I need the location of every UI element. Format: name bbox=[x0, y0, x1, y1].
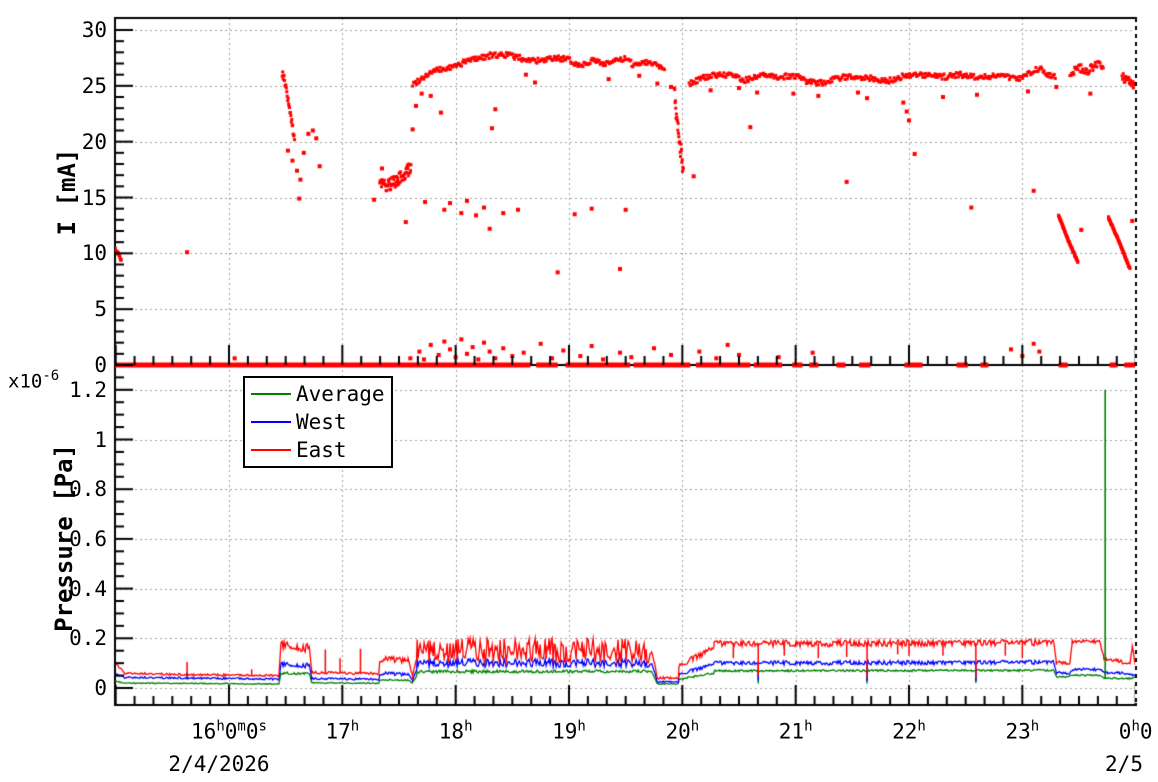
date-label-start: 2/4/2026 bbox=[168, 752, 270, 776]
west-line-sample bbox=[251, 421, 291, 423]
x-tick-label: 23h bbox=[1005, 718, 1040, 744]
bottom-y-tick-label: 1.2 bbox=[69, 377, 107, 402]
x-tick-label: 18h bbox=[438, 718, 473, 744]
east-line-sample bbox=[251, 449, 291, 451]
bottom-y-tick-label: 0 bbox=[94, 676, 107, 700]
legend-entry-west: West bbox=[251, 409, 391, 435]
legend-box: Average West East bbox=[243, 376, 393, 468]
top-y-tick-label: 15 bbox=[81, 185, 107, 210]
scale-factor-label: x10-6 bbox=[8, 368, 60, 393]
x-tick-label: 0h0 bbox=[1118, 718, 1153, 744]
top-y-tick-label: 30 bbox=[81, 18, 107, 42]
bottom-y-tick-label: 1 bbox=[94, 427, 107, 452]
average-line-sample bbox=[251, 393, 291, 395]
x-tick-label: 17h bbox=[325, 718, 360, 744]
legend-label-east: East bbox=[296, 437, 347, 462]
bottom-y-tick-label: 0.2 bbox=[69, 626, 107, 651]
top-y-tick-label: 25 bbox=[81, 73, 107, 98]
x-tick-label: 22h bbox=[892, 718, 926, 744]
legend-entry-average: Average bbox=[251, 381, 391, 407]
top-y-tick-label: 5 bbox=[94, 297, 107, 322]
top-y-axis-title: I [mA] bbox=[53, 148, 81, 236]
top-y-tick-label: 10 bbox=[81, 241, 107, 266]
x-tick-label: 19h bbox=[552, 718, 586, 744]
x-tick-label: 21h bbox=[778, 718, 813, 744]
x-tick-label: 20h bbox=[665, 718, 700, 744]
legend-entry-east: East bbox=[251, 437, 391, 463]
bottom-y-tick-label: 0.6 bbox=[69, 526, 107, 551]
top-y-tick-label: 20 bbox=[81, 129, 107, 154]
bottom-y-tick-label: 0.8 bbox=[69, 477, 107, 502]
date-label-end: 2/5 bbox=[1105, 752, 1143, 776]
legend-label-average: Average bbox=[296, 381, 385, 406]
x-tick-label: 16h0m0s bbox=[191, 718, 267, 744]
legend-label-west: West bbox=[296, 409, 347, 434]
bottom-y-tick-label: 0.4 bbox=[69, 576, 107, 601]
top-y-tick-label: 0 bbox=[94, 353, 107, 377]
